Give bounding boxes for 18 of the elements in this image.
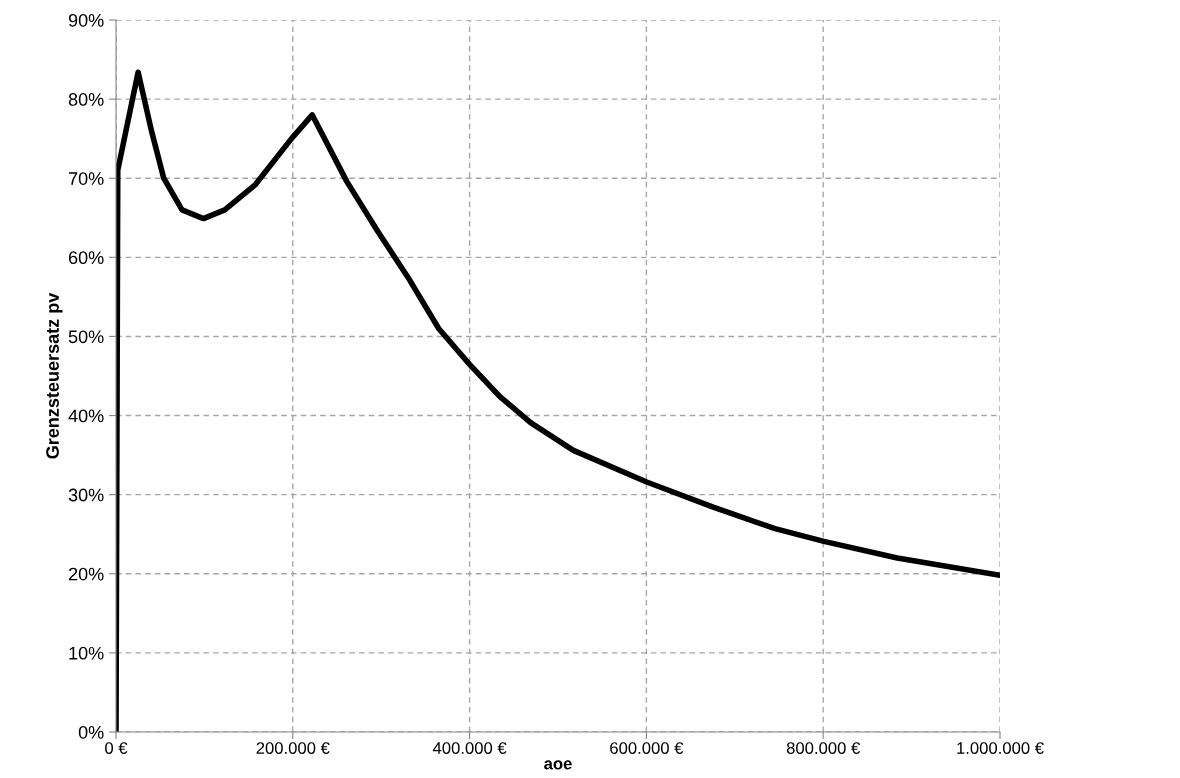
x-tick-label: 400.000 € [432, 742, 507, 754]
y-tick-label: 70% [68, 172, 104, 185]
x-tick-label: 200.000 € [256, 742, 330, 754]
x-tick-label: 800.000 € [786, 742, 861, 754]
x-tick-label: 600.000 € [610, 742, 684, 754]
y-tick-label: 90% [68, 13, 104, 27]
x-axis-title: aoe [544, 760, 572, 770]
y-tick-label: 40% [68, 409, 104, 423]
y-tick-label: 50% [68, 330, 104, 344]
y-tick-label: 10% [69, 646, 104, 660]
y-tick-label: 80% [68, 93, 104, 106]
y-tick-label: 30% [68, 488, 104, 502]
y-tick-label: 0% [78, 725, 104, 739]
y-axis-title: Grenzsteuersatz pv [46, 292, 63, 459]
y-tick-label: 60% [68, 251, 104, 265]
y-tick-label: 20% [68, 567, 104, 581]
x-tick-label: 0 € [105, 742, 128, 754]
x-tick-label: 1.000.000 € [957, 742, 1044, 754]
